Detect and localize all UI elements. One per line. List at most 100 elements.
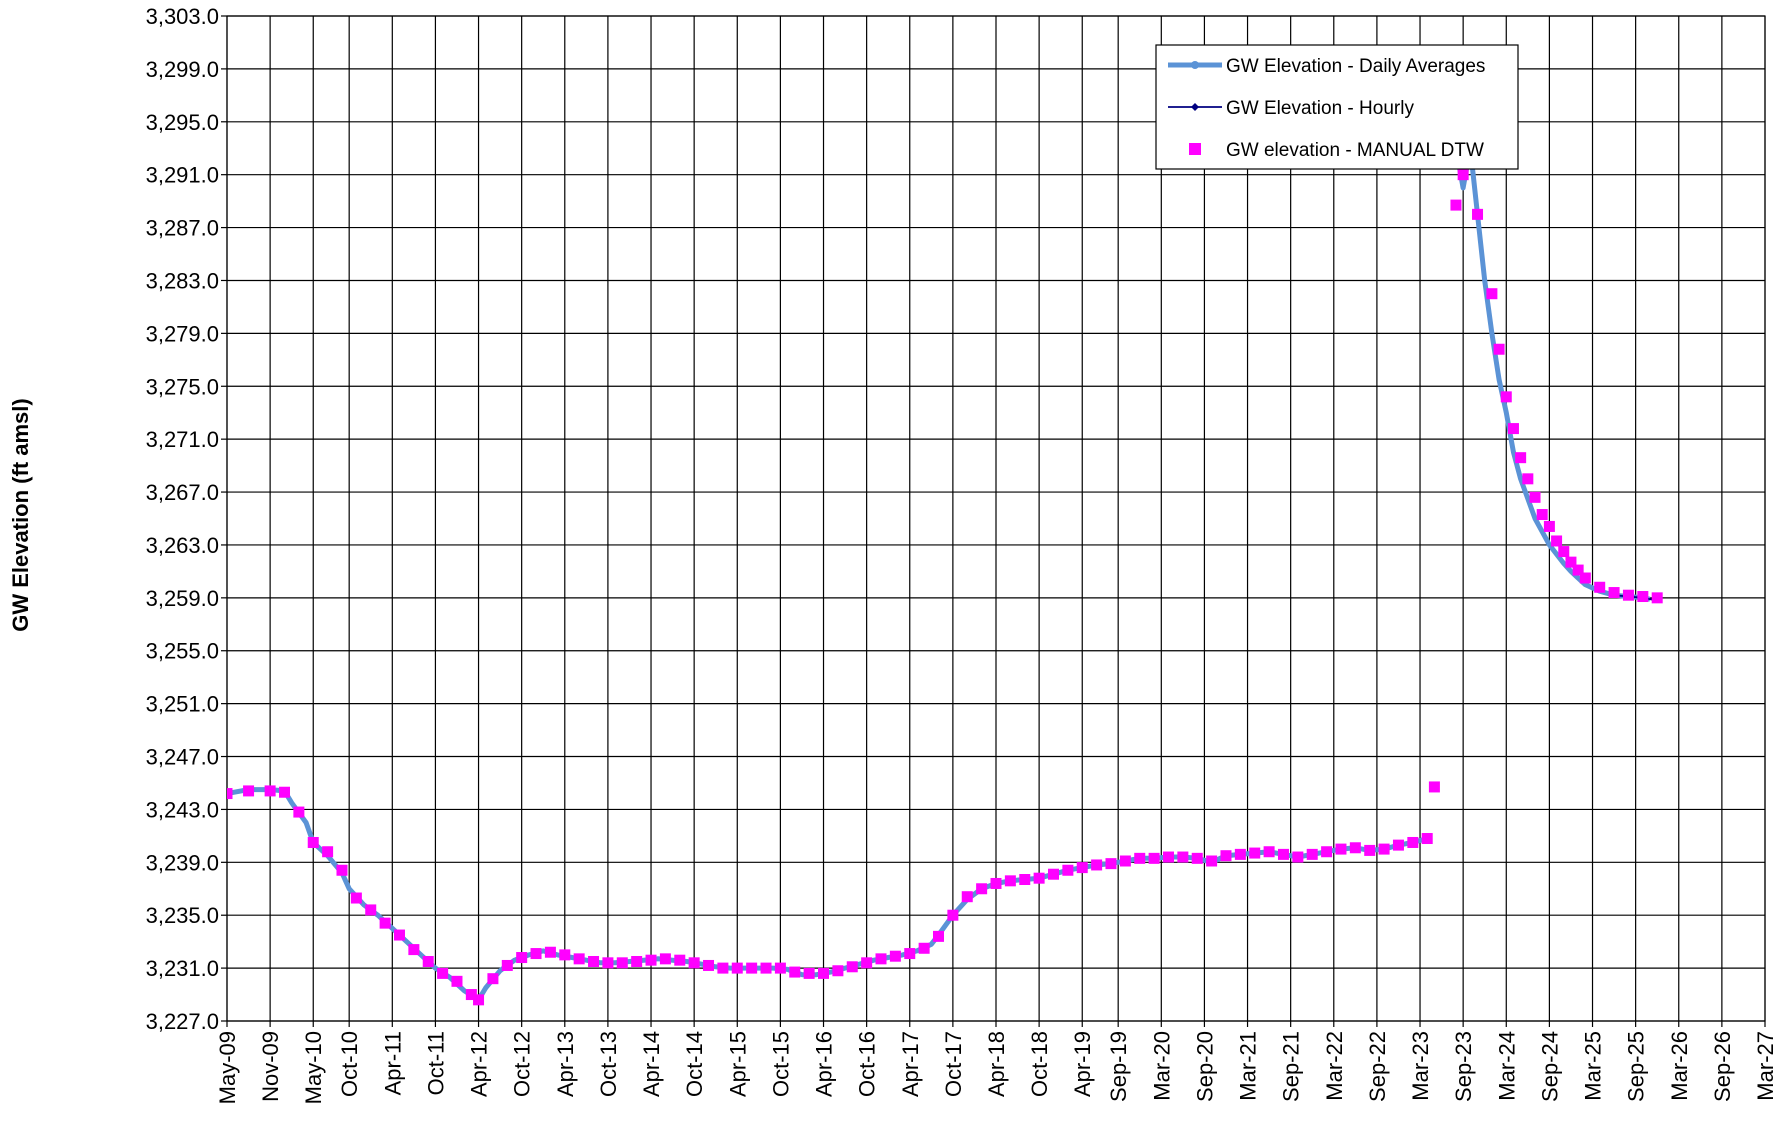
- data-point: [1191, 852, 1203, 864]
- x-tick-label: Sep-24: [1537, 1031, 1562, 1102]
- data-point: [544, 946, 556, 958]
- data-point: [1234, 848, 1246, 860]
- data-point: [1076, 862, 1088, 874]
- data-point: [1148, 852, 1160, 864]
- x-tick-label: Oct-15: [768, 1031, 793, 1097]
- data-point: [789, 966, 801, 978]
- data-point: [1306, 848, 1318, 860]
- data-point: [1608, 587, 1620, 599]
- y-tick-label: 3,287.0: [146, 216, 219, 241]
- y-tick-label: 3,259.0: [146, 586, 219, 611]
- data-point: [487, 973, 499, 985]
- data-point: [1004, 875, 1016, 887]
- y-tick-label: 3,291.0: [146, 163, 219, 188]
- data-point: [990, 877, 1002, 889]
- data-point: [379, 917, 391, 929]
- data-point: [1579, 572, 1591, 584]
- data-point: [307, 836, 319, 848]
- data-point: [559, 949, 571, 961]
- y-tick-label: 3,239.0: [146, 850, 219, 875]
- x-tick-label: Mar-27: [1753, 1031, 1776, 1101]
- x-tick-label: Oct-16: [855, 1031, 880, 1097]
- x-tick-label: Oct-14: [682, 1031, 707, 1097]
- series-layer: [227, 145, 1663, 1006]
- y-tick-label: 3,279.0: [146, 321, 219, 346]
- data-point: [760, 962, 772, 974]
- y-tick-label: 3,235.0: [146, 903, 219, 928]
- data-point: [1450, 199, 1462, 211]
- x-tick-label: Apr-17: [898, 1031, 923, 1097]
- data-point: [465, 989, 477, 1001]
- data-point: [631, 955, 643, 967]
- y-tick-label: 3,283.0: [146, 268, 219, 293]
- data-point: [803, 967, 815, 979]
- data-point: [1206, 855, 1218, 867]
- x-tick-label: Sep-19: [1106, 1031, 1131, 1102]
- data-point: [1263, 846, 1275, 858]
- data-point: [832, 965, 844, 977]
- data-point: [1378, 843, 1390, 855]
- data-point: [717, 962, 729, 974]
- data-point: [961, 891, 973, 903]
- data-point: [1292, 851, 1304, 863]
- data-point: [933, 930, 945, 942]
- data-point: [1421, 833, 1433, 845]
- data-point: [947, 909, 959, 921]
- data-point: [1177, 851, 1189, 863]
- data-point: [1594, 581, 1606, 593]
- data-point: [746, 962, 758, 974]
- data-point: [1062, 864, 1074, 876]
- data-point: [976, 883, 988, 895]
- data-point: [322, 846, 334, 858]
- data-point: [1047, 868, 1059, 880]
- data-point: [437, 967, 449, 979]
- x-tick-label: Apr-12: [467, 1031, 492, 1097]
- data-point: [422, 955, 434, 967]
- x-tick-label: Sep-26: [1710, 1031, 1735, 1102]
- data-point: [774, 962, 786, 974]
- data-point: [473, 994, 485, 1006]
- data-point: [889, 950, 901, 962]
- data-point: [1249, 847, 1261, 859]
- legend: GW Elevation - Daily Averages GW Elevatio…: [1155, 44, 1519, 170]
- plot-frame: [226, 15, 1766, 1022]
- data-point: [1565, 556, 1577, 568]
- data-point: [501, 959, 513, 971]
- data-point: [1637, 591, 1649, 603]
- x-tick-label: Mar-25: [1581, 1031, 1606, 1101]
- data-point: [1321, 846, 1333, 858]
- data-point: [1457, 169, 1469, 181]
- y-tick-label: 3,231.0: [146, 956, 219, 981]
- data-point: [336, 864, 348, 876]
- data-point: [1349, 842, 1361, 854]
- data-point: [1651, 592, 1663, 604]
- x-tick-label: Oct-10: [337, 1031, 362, 1097]
- x-tick-label: Mar-26: [1667, 1031, 1692, 1101]
- x-tick-label: Apr-19: [1070, 1031, 1095, 1097]
- data-point: [616, 957, 628, 969]
- x-tick-label: Oct-13: [596, 1031, 621, 1097]
- x-tick-label: Apr-18: [984, 1031, 1009, 1097]
- x-tick-label: Apr-14: [639, 1031, 664, 1097]
- data-point: [1407, 836, 1419, 848]
- y-tick-label: 3,271.0: [146, 427, 219, 452]
- data-point: [918, 942, 930, 954]
- data-point: [278, 786, 290, 798]
- data-point: [846, 961, 858, 973]
- data-point: [674, 954, 686, 966]
- data-point: [293, 806, 305, 818]
- x-tick-label: Sep-20: [1192, 1031, 1217, 1102]
- data-point: [516, 952, 528, 964]
- data-point: [1507, 423, 1519, 435]
- y-tick-label: 3,263.0: [146, 533, 219, 558]
- data-point: [573, 953, 585, 965]
- data-point: [1220, 850, 1232, 862]
- data-point: [1529, 491, 1541, 503]
- x-tick-label: Sep-21: [1279, 1031, 1304, 1102]
- data-point: [875, 953, 887, 965]
- data-point: [1493, 343, 1505, 355]
- data-point: [1019, 874, 1031, 886]
- data-point: [659, 953, 671, 965]
- data-point: [1558, 546, 1570, 558]
